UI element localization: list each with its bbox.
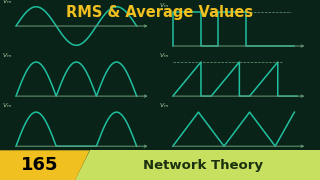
Text: RMS & Average Values: RMS & Average Values bbox=[67, 4, 253, 19]
Text: $V_m$: $V_m$ bbox=[159, 51, 169, 60]
Text: $V_m$: $V_m$ bbox=[159, 1, 169, 10]
Text: $V_m$: $V_m$ bbox=[2, 0, 12, 6]
Text: $V_m$: $V_m$ bbox=[159, 102, 169, 110]
Text: $V_m$: $V_m$ bbox=[2, 102, 12, 110]
Text: $V_m$: $V_m$ bbox=[2, 51, 12, 60]
Text: 165: 165 bbox=[21, 156, 59, 174]
Text: Network Theory: Network Theory bbox=[143, 159, 263, 172]
Polygon shape bbox=[0, 150, 90, 180]
Polygon shape bbox=[75, 150, 320, 180]
